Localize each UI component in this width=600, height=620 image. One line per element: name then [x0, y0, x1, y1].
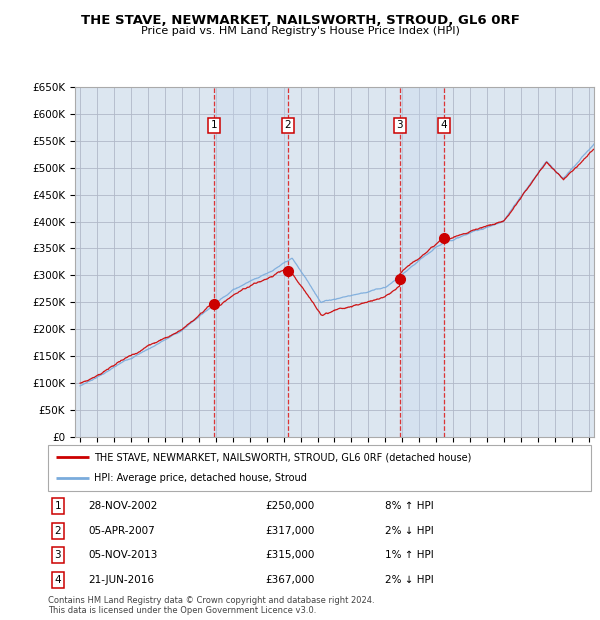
- Text: 4: 4: [55, 575, 61, 585]
- Text: Contains HM Land Registry data © Crown copyright and database right 2024.
This d: Contains HM Land Registry data © Crown c…: [48, 596, 374, 615]
- Text: 05-APR-2007: 05-APR-2007: [89, 526, 155, 536]
- Text: £317,000: £317,000: [265, 526, 314, 536]
- Bar: [400, 87, 444, 437]
- Text: 21-JUN-2016: 21-JUN-2016: [89, 575, 155, 585]
- Text: 2: 2: [55, 526, 61, 536]
- Text: 4: 4: [441, 120, 448, 130]
- Text: £315,000: £315,000: [265, 551, 314, 560]
- Bar: [214, 87, 288, 437]
- Text: £250,000: £250,000: [265, 502, 314, 512]
- Text: 1: 1: [55, 502, 61, 512]
- Text: 3: 3: [55, 551, 61, 560]
- Text: 2% ↓ HPI: 2% ↓ HPI: [385, 526, 433, 536]
- Text: £367,000: £367,000: [265, 575, 314, 585]
- Text: 28-NOV-2002: 28-NOV-2002: [89, 502, 158, 512]
- Text: THE STAVE, NEWMARKET, NAILSWORTH, STROUD, GL6 0RF: THE STAVE, NEWMARKET, NAILSWORTH, STROUD…: [80, 14, 520, 27]
- Text: 3: 3: [397, 120, 403, 130]
- Text: HPI: Average price, detached house, Stroud: HPI: Average price, detached house, Stro…: [94, 474, 307, 484]
- Text: 05-NOV-2013: 05-NOV-2013: [89, 551, 158, 560]
- Text: 8% ↑ HPI: 8% ↑ HPI: [385, 502, 433, 512]
- Text: 2: 2: [285, 120, 292, 130]
- Text: 1: 1: [211, 120, 218, 130]
- Text: 1% ↑ HPI: 1% ↑ HPI: [385, 551, 433, 560]
- Text: 2% ↓ HPI: 2% ↓ HPI: [385, 575, 433, 585]
- Text: THE STAVE, NEWMARKET, NAILSWORTH, STROUD, GL6 0RF (detached house): THE STAVE, NEWMARKET, NAILSWORTH, STROUD…: [94, 452, 472, 462]
- Text: Price paid vs. HM Land Registry's House Price Index (HPI): Price paid vs. HM Land Registry's House …: [140, 26, 460, 36]
